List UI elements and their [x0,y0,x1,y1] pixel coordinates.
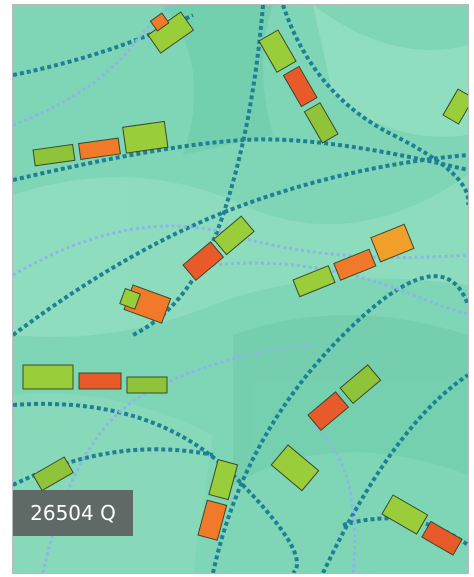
product-code: 26504 Q [13,490,133,536]
fabric-pattern [13,5,468,573]
page: 26504 Q (() => { const data = JSON.parse… [0,0,474,577]
fabric-swatch [12,4,469,574]
